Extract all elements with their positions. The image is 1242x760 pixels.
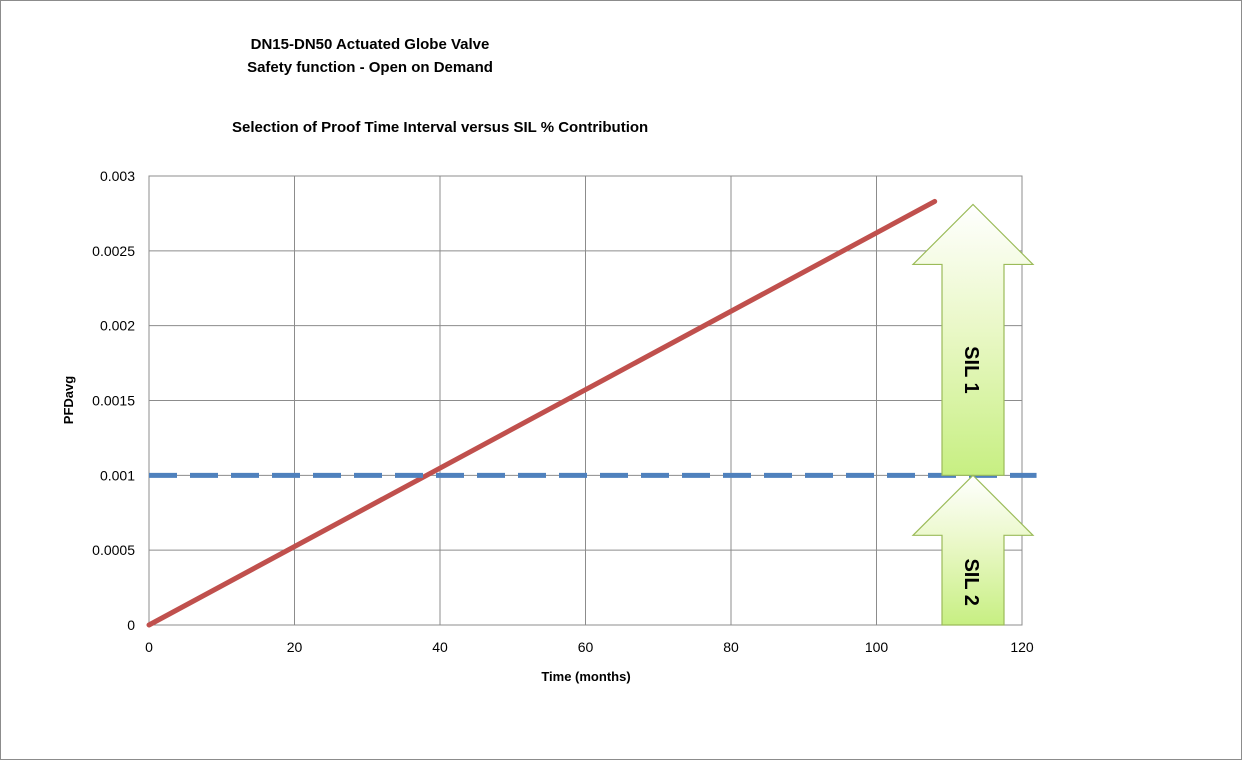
y-tick-label: 0.002 [100, 318, 135, 334]
x-tick-label: 60 [578, 639, 594, 655]
y-axis-label: PFDavg [61, 376, 76, 424]
chart-title-line2: Safety function - Open on Demand [247, 59, 493, 76]
y-tick-label: 0.0015 [92, 393, 135, 409]
x-tick-label: 80 [723, 639, 739, 655]
sil-2-arrow [911, 474, 1035, 626]
chart-title: DN15-DN50 Actuated Globe Valve [250, 36, 490, 53]
x-tick-label: 120 [1010, 639, 1034, 655]
sil-2-label: SIL 2 [960, 558, 982, 605]
x-tick-label: 0 [145, 639, 153, 655]
chart-subtitle: Selection of Proof Time Interval versus … [232, 119, 649, 136]
sil-1-label: SIL 1 [960, 346, 982, 393]
y-tick-label: 0.003 [100, 168, 135, 184]
x-tick-label: 40 [432, 639, 448, 655]
y-tick-label: 0 [127, 617, 135, 633]
x-tick-label: 20 [287, 639, 303, 655]
x-axis-label: Time (months) [541, 669, 630, 684]
y-tick-label: 0.0005 [92, 542, 135, 558]
pfd-line [146, 198, 938, 628]
sil-1-arrow [911, 203, 1035, 476]
x-tick-label: 100 [865, 639, 889, 655]
y-tick-label: 0.001 [100, 467, 135, 483]
y-tick-label: 0.0025 [92, 243, 135, 259]
